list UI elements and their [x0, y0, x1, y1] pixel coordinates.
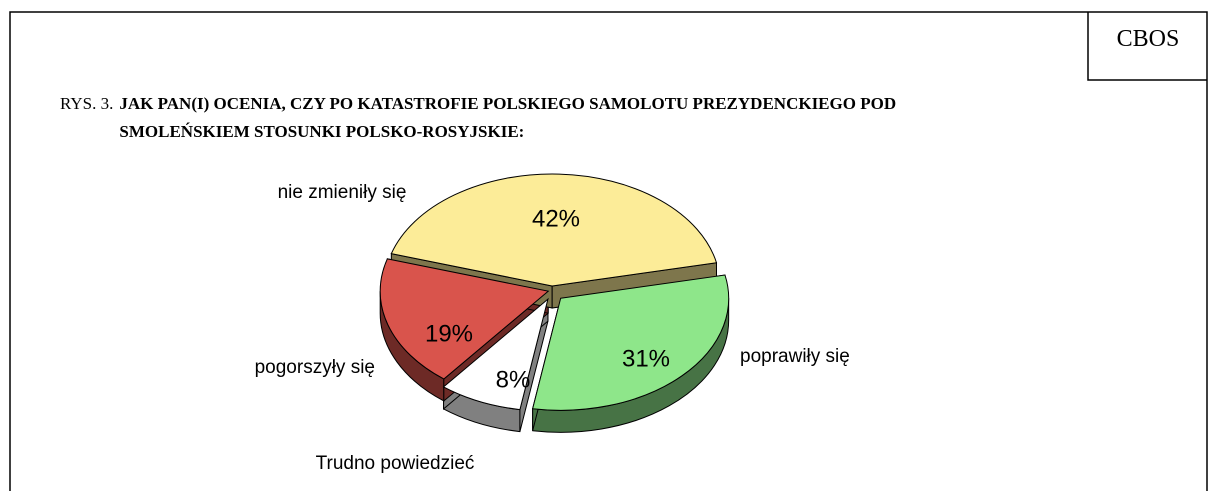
source-box: [1087, 12, 1207, 81]
chart-title: JAK PAN(I) OCENIA, CZY PO KATASTROFIE PO…: [119, 94, 897, 141]
figure-label: RYS. 3.: [60, 94, 114, 113]
value-label: 8%: [496, 366, 531, 393]
heading: RYS. 3. JAK PAN(I) OCENIA, CZY PO KATAST…: [60, 90, 989, 146]
slice: [379, 258, 550, 380]
category-label: poprawiły się: [740, 346, 850, 367]
frame: [9, 11, 1208, 491]
value-label: 19%: [425, 320, 473, 347]
slice: [532, 274, 730, 411]
category-label: nie zmieniły się: [278, 182, 407, 203]
slice: [390, 173, 718, 287]
value-label: 31%: [622, 345, 670, 372]
value-label: 42%: [532, 205, 580, 232]
source: CBOS: [1116, 26, 1180, 52]
category-label: pogorszyły się: [255, 357, 375, 378]
category-label: Trudno powiedzieć: [316, 453, 475, 474]
slice: [442, 297, 549, 411]
